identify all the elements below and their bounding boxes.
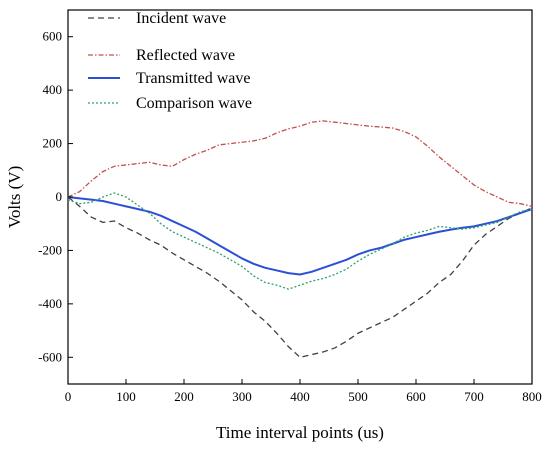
legend-label-reflected: Reflected wave: [136, 47, 235, 64]
series-line-reflected-wave: [67, 120, 533, 207]
y-tick-label: 200: [43, 136, 63, 151]
x-axis-title: Time interval points (us): [216, 423, 384, 442]
y-tick-label: -400: [38, 296, 62, 311]
series-line-incident-wave: [67, 196, 533, 358]
legend: Incident wave Reflected wave Transmitted…: [88, 10, 252, 112]
y-tick-label: -200: [38, 242, 62, 257]
plot-area-group: 0 100 200 300 400 500 600 700 800 -600 -400 -200 0 20…: [38, 9, 542, 404]
x-tick-label: 100: [116, 389, 136, 404]
series-layer: [67, 120, 533, 358]
tick-layer: 0 100 200 300 400 500 600 700 800 -600 -400 -200 0 20…: [38, 29, 542, 404]
series-line-transmitted-wave: [67, 196, 533, 276]
x-tick-label: 800: [522, 389, 542, 404]
legend-label-incident: Incident wave: [136, 10, 226, 27]
y-tick-label: 400: [43, 82, 63, 97]
y-tick-label: 600: [43, 29, 63, 44]
y-axis-title: Volts (V): [5, 166, 24, 229]
y-tick-label: 0: [56, 189, 63, 204]
legend-label-transmitted: Transmitted wave: [136, 70, 251, 87]
x-tick-label: 200: [174, 389, 194, 404]
x-tick-label: 300: [232, 389, 252, 404]
x-tick-label: 400: [290, 389, 310, 404]
x-tick-label: 700: [464, 389, 484, 404]
x-tick-label: 500: [348, 389, 368, 404]
plot-frame: [67, 9, 533, 385]
y-tick-label: -600: [38, 349, 62, 364]
x-tick-label: 600: [406, 389, 426, 404]
legend-label-comparison: Comparison wave: [136, 95, 252, 112]
x-tick-label: 0: [65, 389, 72, 404]
series-line-comparison-wave: [67, 192, 533, 290]
